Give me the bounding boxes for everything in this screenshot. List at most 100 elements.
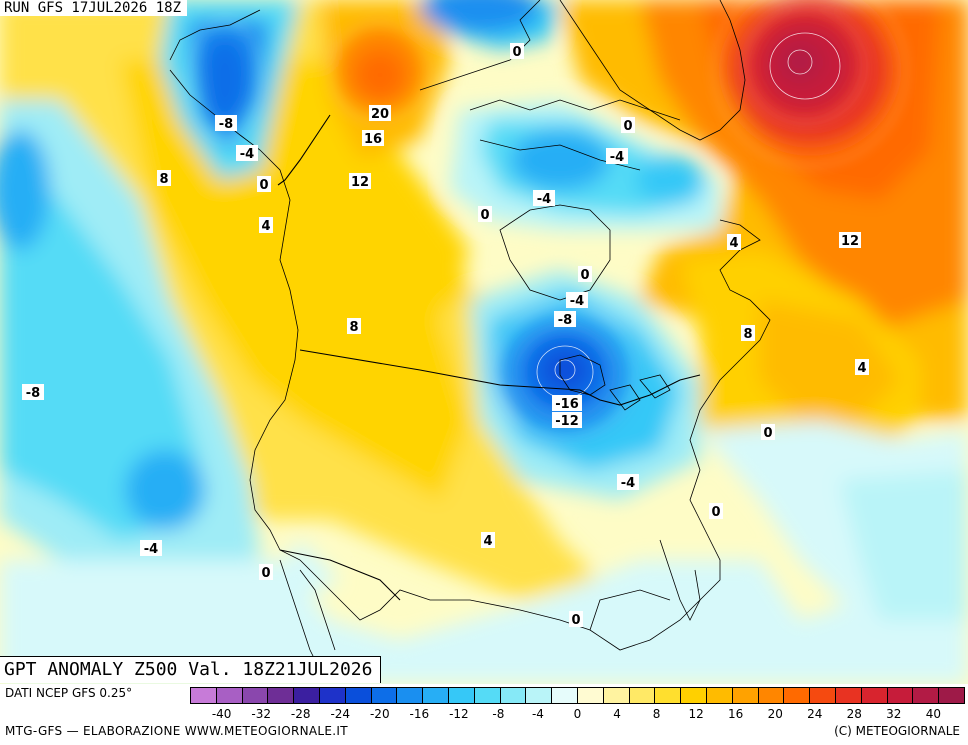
color-scale-ticks: -40 -32 -28 -24 -20 -16 -12 -8 -4 0 4 8 12 16 20 24 28 32… xyxy=(190,707,965,721)
svg-text:0: 0 xyxy=(763,426,772,441)
scale-tick-label: -32 xyxy=(251,707,271,721)
color-scale xyxy=(190,687,965,704)
svg-text:-4: -4 xyxy=(144,542,158,557)
map-title: GPT ANOMALY Z500 Val. 18Z21JUL2026 xyxy=(0,656,382,683)
scale-swatch xyxy=(500,688,527,703)
contour-label: 0 xyxy=(259,564,273,581)
svg-text:20: 20 xyxy=(371,107,389,122)
scale-tick-label: 40 xyxy=(925,707,941,721)
contour-rings xyxy=(536,32,841,399)
scale-swatch xyxy=(242,688,269,703)
contour-label: 4 xyxy=(481,532,495,549)
borders xyxy=(277,114,701,601)
scale-swatch xyxy=(861,688,888,703)
scale-tick-label: -4 xyxy=(531,707,544,721)
svg-text:-4: -4 xyxy=(240,147,254,162)
scale-swatch xyxy=(603,688,630,703)
svg-text:-8: -8 xyxy=(219,117,233,132)
svg-text:-8: -8 xyxy=(558,313,572,328)
scale-swatch xyxy=(474,688,501,703)
scale-swatch xyxy=(397,688,424,703)
contour-label: -4 xyxy=(566,292,588,309)
scale-swatch xyxy=(526,688,553,703)
contour-label: -8 xyxy=(215,115,237,132)
contour-label: 16 xyxy=(362,130,384,147)
scale-swatch xyxy=(655,688,682,703)
contour-label: 0 xyxy=(578,266,592,283)
footer: DATI NCEP GFS 0.25° -40 -32 -28 -24 -20 -16 -1… xyxy=(0,684,968,745)
contour-lines xyxy=(189,0,906,438)
run-label: RUN GFS 17JUL2026 18Z xyxy=(0,0,188,16)
scale-tick-label: 8 xyxy=(652,707,661,721)
contour-label: -4 xyxy=(533,190,555,207)
svg-text:0: 0 xyxy=(580,268,589,283)
scale-tick-label: 24 xyxy=(807,707,823,721)
contour-label: -16 xyxy=(552,395,582,412)
contour-label: 20 xyxy=(369,105,391,122)
svg-text:-4: -4 xyxy=(537,192,551,207)
svg-text:4: 4 xyxy=(483,534,492,549)
scale-swatch xyxy=(939,688,964,703)
data-source-label: DATI NCEP GFS 0.25° xyxy=(5,686,133,700)
credit-right: (C) METEOGIORNALE xyxy=(834,724,960,738)
scale-swatch xyxy=(913,688,940,703)
svg-text:-8: -8 xyxy=(26,386,40,401)
scale-swatch xyxy=(810,688,836,703)
scale-swatch xyxy=(423,688,449,703)
scale-swatch xyxy=(629,688,656,703)
svg-text:-4: -4 xyxy=(570,294,584,309)
anomaly-field xyxy=(0,0,968,684)
contour-label: 4 xyxy=(259,217,273,234)
contour-label: 12 xyxy=(349,173,371,190)
scale-tick-label: 28 xyxy=(846,707,862,721)
contour-label: 4 xyxy=(855,359,869,376)
scale-tick-label: -12 xyxy=(449,707,469,721)
svg-text:-16: -16 xyxy=(555,397,579,412)
scale-swatch xyxy=(552,688,578,703)
scale-swatch xyxy=(681,688,707,703)
scale-tick-label: -28 xyxy=(290,707,311,721)
svg-text:16: 16 xyxy=(364,132,382,147)
contour-label: 8 xyxy=(347,318,361,335)
scale-tick-label: 0 xyxy=(573,707,582,721)
svg-text:0: 0 xyxy=(571,613,580,628)
scale-tick-label: 20 xyxy=(767,707,783,721)
scale-tick-label: 4 xyxy=(613,707,621,721)
contour-label: 0 xyxy=(621,117,635,134)
contour-label: 0 xyxy=(569,611,583,628)
contour-label: 8 xyxy=(157,170,171,187)
scale-tick-label: 12 xyxy=(688,707,704,721)
contour-label: 0 xyxy=(510,43,524,60)
scale-swatch xyxy=(758,688,785,703)
contour-label: 0 xyxy=(761,424,775,441)
scale-swatch xyxy=(577,688,604,703)
svg-text:8: 8 xyxy=(159,172,168,187)
scale-swatch xyxy=(732,688,759,703)
svg-text:-4: -4 xyxy=(610,150,624,165)
scale-tick-label: -20 xyxy=(369,707,390,721)
scale-swatch xyxy=(216,688,243,703)
scale-tick-label: -8 xyxy=(492,707,505,721)
contour-label: -12 xyxy=(552,412,582,429)
svg-text:12: 12 xyxy=(351,175,369,190)
svg-text:4: 4 xyxy=(857,361,866,376)
scale-tick-label: 16 xyxy=(728,707,744,721)
anomaly-map: -8 -4 0 8 4 20 16 12 0 0 -4 -4 0 4 12 0 … xyxy=(0,0,968,684)
scale-swatch xyxy=(345,688,372,703)
contour-label: -8 xyxy=(554,311,576,328)
scale-swatch xyxy=(294,688,320,703)
svg-text:0: 0 xyxy=(480,208,489,223)
scale-tick-label: -16 xyxy=(409,707,430,721)
svg-text:0: 0 xyxy=(261,566,270,581)
svg-text:4: 4 xyxy=(729,236,738,251)
scale-tick-label: -40 xyxy=(211,707,232,721)
svg-text:4: 4 xyxy=(261,219,270,234)
svg-text:0: 0 xyxy=(259,178,268,193)
credit-left: MTG-GFS — ELABORAZIONE WWW.METEOGIORNALE… xyxy=(5,724,348,738)
svg-text:8: 8 xyxy=(743,327,752,342)
scale-swatch xyxy=(371,688,398,703)
scale-swatch xyxy=(706,688,733,703)
scale-swatch xyxy=(887,688,914,703)
svg-text:-4: -4 xyxy=(621,476,635,491)
scale-tick-label: -24 xyxy=(330,707,351,721)
